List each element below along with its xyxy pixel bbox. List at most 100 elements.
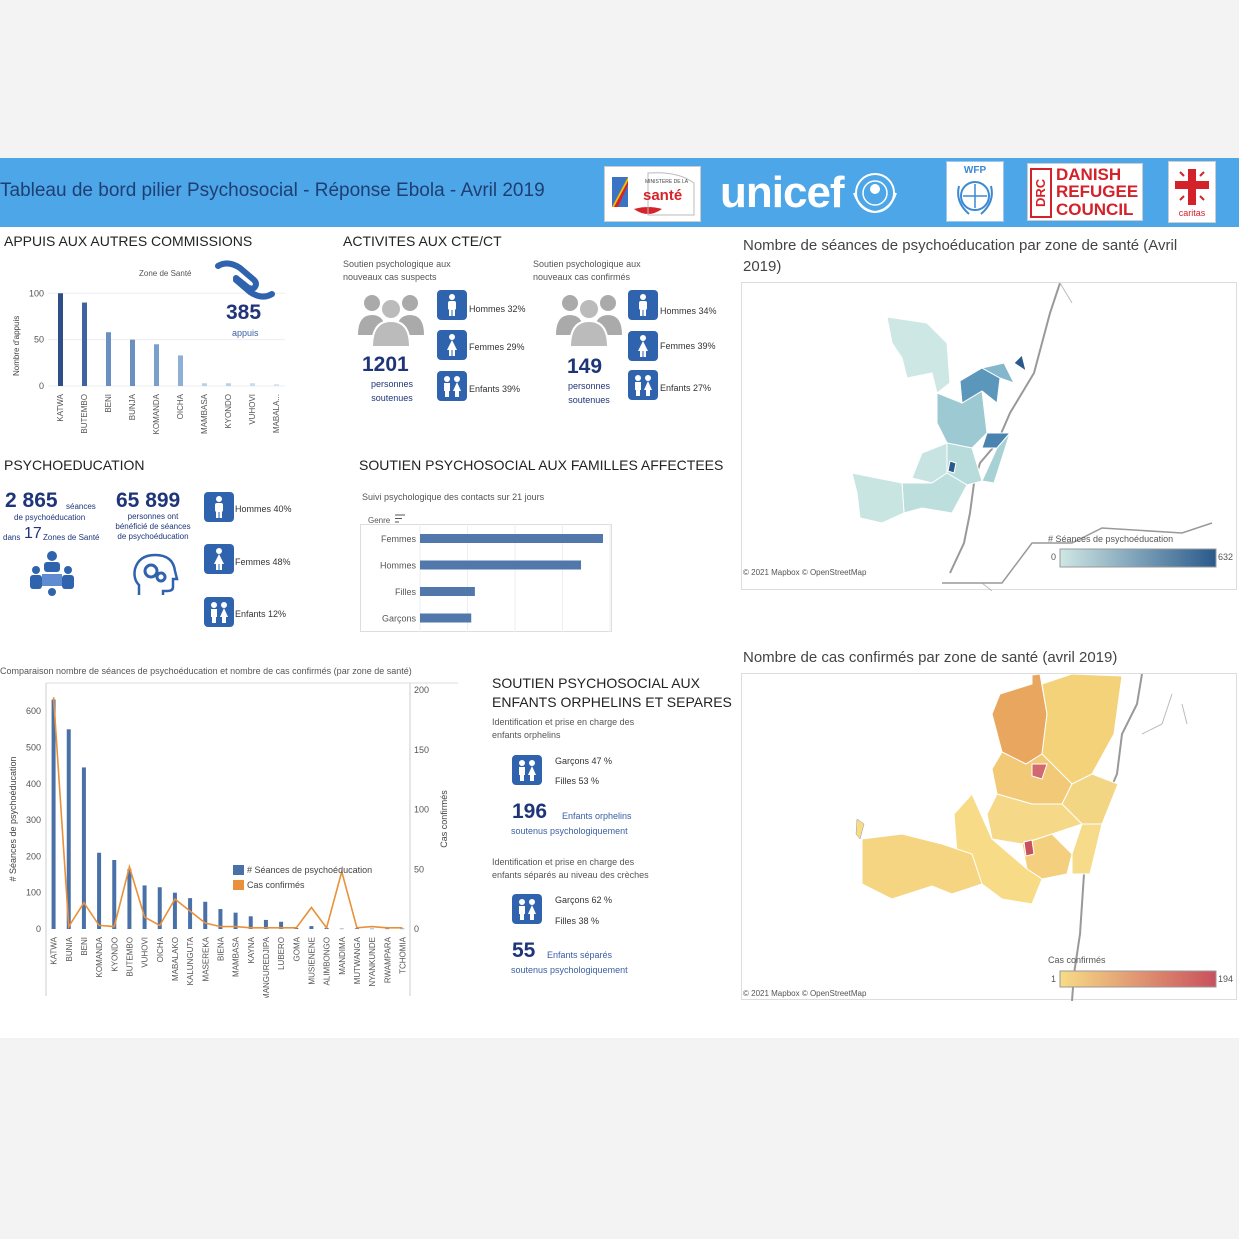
legend-label: Cas confirmés [247,880,305,890]
wfp-text: WFP [963,165,987,176]
x-tick-label: KATWA [50,936,59,964]
suspects-enfants: Enfants 39% [469,384,521,394]
map2-svg[interactable] [742,673,1238,1002]
bar [130,339,135,386]
suspects-label-2: soutenues [371,393,413,403]
man-icon [628,290,658,320]
handshake-icon [215,260,275,300]
bar [420,534,603,543]
x-tick-label: TCHOMIA [398,936,407,974]
bar [420,613,472,623]
separes-filles: Filles 38 % [555,916,600,926]
legend-swatch-cas [233,880,244,890]
confirmes-enfants: Enfants 27% [660,383,712,393]
appuis-title: APPUIS AUX AUTRES COMMISSIONS [4,233,253,249]
bar [66,729,71,929]
separes-garcons: Garçons 62 % [555,895,613,905]
confirmes-label-1: personnes [567,381,611,391]
x-tick-label: NYANKUNDE [368,937,377,987]
x-tick-label: BENI [104,394,113,413]
man-icon [204,492,234,522]
orphelins-number: 196 [512,800,548,823]
seances-label: de psychoéducation [14,513,86,522]
x-tick-label: KYONDO [224,394,233,429]
legend-label: # Séances de psychoéducation [247,865,372,875]
map1-svg[interactable] [742,282,1238,592]
x-tick-label: MANGUREDJIPA [262,936,271,998]
psycho-femmes: Femmes 48% [235,557,291,567]
refugee-text: REFUGEE [1056,182,1139,201]
activites-suspects-caption: Soutien psychologique aux nouveaux cas s… [343,259,451,282]
unicef-logo-text: unicef [720,168,845,217]
ministere-small-text: MINISTERE DE LA [645,179,689,185]
x-tick-label: KALUNGUTA [186,936,195,985]
children-icon [512,755,542,785]
map2-title: Nombre de cas confirmés par zone de sant… [743,649,1118,666]
seances-number: 2 865 [5,489,58,512]
bar [339,928,344,930]
x-tick-label: BIENA [216,936,225,961]
x-tick-label: MANDIMA [338,936,347,974]
x-tick-label: OICHA [176,393,185,419]
bar [385,928,390,930]
appuis-bar-chart: 0 50 100 Nombre d'appuis KATWA BUTEMBO BENI BUN… [12,288,285,434]
separes-label-a: Enfants séparés [547,950,613,960]
map1-legend-max: 632 [1218,552,1234,562]
y-tick-label: 500 [26,742,41,752]
y-axis-label: Nombre d'appuis [12,316,21,376]
y-tick-label: 600 [26,706,41,716]
x-tick-label: BENI [80,937,89,956]
appuis-subtitle: Zone de Santé [139,269,192,278]
y-tick-label: 50 [34,335,44,345]
bar [233,912,238,929]
map2-legend-max: 194 [1218,974,1234,984]
confirmes-hommes: Hommes 34% [660,306,717,316]
x-tick-label: RWAMPARA [383,936,392,983]
map2-credit[interactable]: © 2021 Mapbox © OpenStreetMap [743,989,867,998]
people-group-icon-confirmes [556,295,622,347]
y-tick-label: 100 [26,888,41,898]
bar [400,928,405,930]
psycho-enfants: Enfants 12% [235,609,287,619]
x-tick-label: MABALAKO [171,937,180,981]
comparaison-title: Comparaison nombre de séances de psychoé… [0,666,412,676]
suspects-label-1: personnes [370,379,414,389]
suspects-hommes: Hommes 32% [469,304,526,314]
x-tick-label: MUTWANGA [353,936,362,984]
bar [142,885,147,929]
map2-frame[interactable]: Cas confirmés 1 194 © 2021 Mapbox © Open… [741,673,1238,1002]
x-tick-label: MASEREKA [201,936,210,981]
map1-frame[interactable]: # Séances de psychoéducation 0 632 © 202… [741,282,1238,592]
familles-title: SOUTIEN PSYCHOSOCIAL AUX FAMILLES AFFECT… [359,457,724,473]
x-tick-label: KATWA [56,393,65,421]
x-tick-label: ALIMBONGO [323,937,332,985]
psycho-hommes: Hommes 40% [235,504,292,514]
caritas-logo: caritas [1168,161,1216,223]
bar [81,767,86,929]
y2-tick-label: 0 [414,924,419,934]
activites-title: ACTIVITES AUX CTE/CT [343,233,502,249]
ministere-sante-text: santé [643,187,683,204]
genre-filter-label[interactable]: Genre [368,516,391,525]
zones-label: Zones de Santé [43,533,100,542]
bar [203,901,208,929]
seances-unit: séances [66,502,96,511]
psychoeducation-title: PSYCHOEDUCATION [4,457,145,473]
legend-swatch-seances [233,865,244,875]
y-tick-label: 200 [26,851,41,861]
children-icon [437,371,467,401]
y2-tick-label: 100 [414,805,429,815]
orphelins-label-a: Enfants orphelins [562,811,632,821]
caritas-text: caritas [1178,208,1206,218]
bar [279,921,284,929]
bar [263,919,268,929]
sort-icon[interactable] [395,514,405,523]
head-gears-icon [133,553,179,595]
y2-tick-label: 50 [414,864,424,874]
y-tick-label: 0 [36,924,41,934]
familles-subtitle: Suivi psychologique des contacts sur 21 … [362,492,545,502]
x-tick-label: VUHOVI [141,937,150,968]
x-tick-label: KOMANDA [152,393,161,434]
personnes-number: 65 899 [116,489,181,512]
map1-credit[interactable]: © 2021 Mapbox © OpenStreetMap [743,568,867,577]
